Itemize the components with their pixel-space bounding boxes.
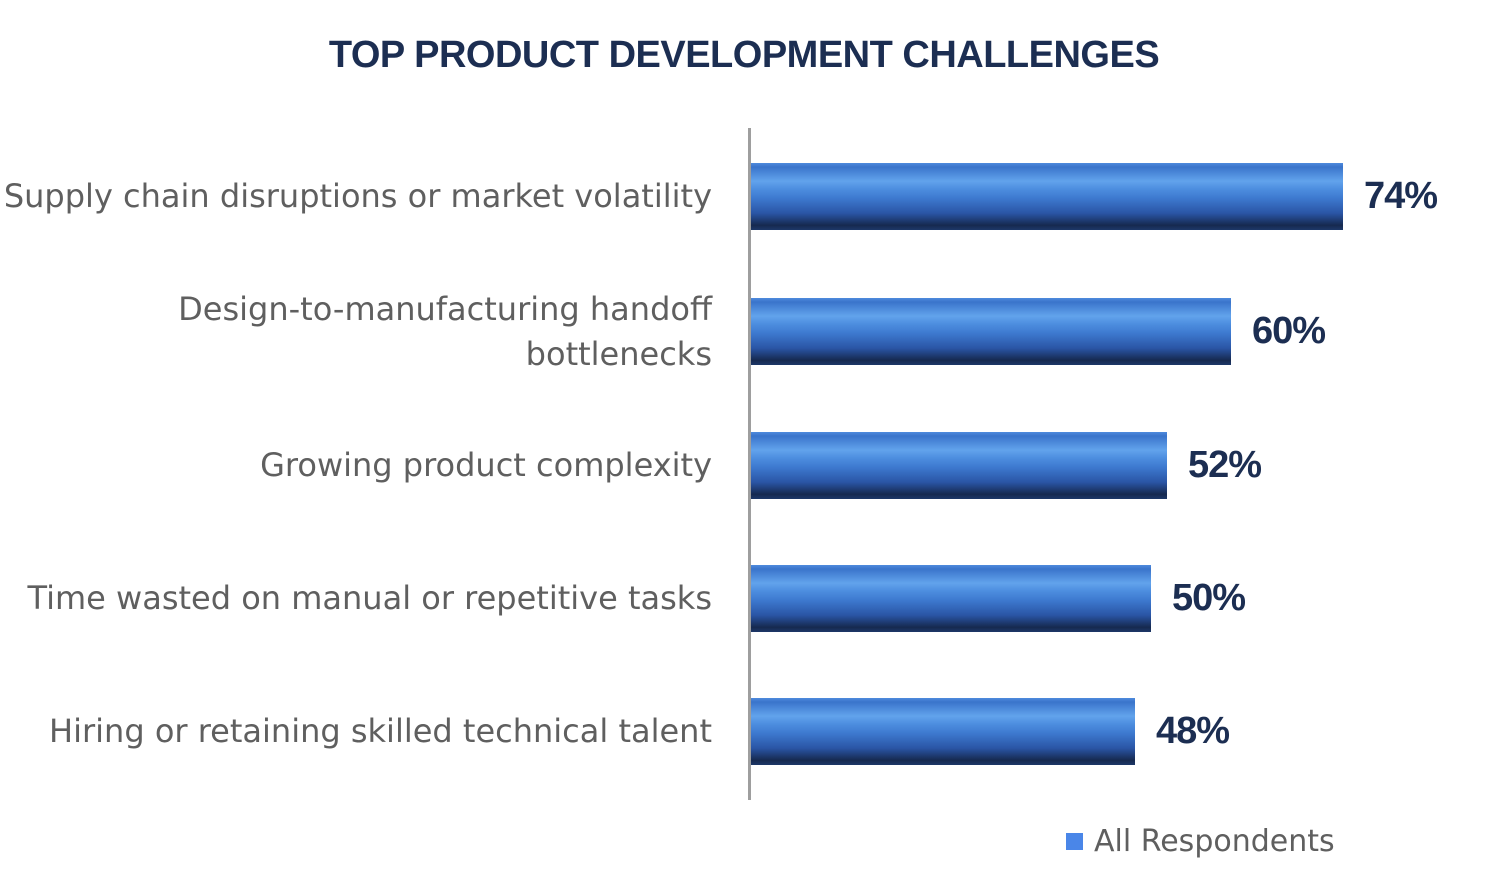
value-label: 52% (1188, 444, 1262, 486)
plot-area: Supply chain disruptions or market volat… (0, 128, 1488, 800)
value-label: 48% (1156, 710, 1230, 752)
value-label: 60% (1252, 310, 1326, 352)
value-label: 50% (1172, 577, 1246, 619)
value-label: 74% (1364, 175, 1438, 217)
chart-row: Design-to-manufacturing handoff bottlene… (0, 290, 1488, 373)
legend-swatch-icon (1066, 833, 1083, 850)
chart-row: Time wasted on manual or repetitive task… (0, 565, 1488, 632)
category-label: Design-to-manufacturing handoff bottlene… (178, 289, 712, 373)
legend-label: All Respondents (1094, 824, 1335, 859)
chart-row: Hiring or retaining skilled technical ta… (0, 698, 1488, 765)
category-label: Hiring or retaining skilled technical ta… (49, 712, 712, 750)
bar-design-handoff (751, 298, 1231, 365)
chart-row: Supply chain disruptions or market volat… (0, 163, 1488, 230)
chart-title: TOP PRODUCT DEVELOPMENT CHALLENGES (328, 34, 1160, 76)
legend: All Respondents (1066, 824, 1335, 859)
bar-technical-talent (751, 698, 1135, 765)
category-axis-line (748, 128, 751, 800)
category-label: Time wasted on manual or repetitive task… (27, 579, 712, 617)
bar-supply-chain (751, 163, 1343, 230)
chart-row: Growing product complexity 52% (0, 432, 1488, 499)
bar-product-complexity (751, 432, 1167, 499)
category-label: Growing product complexity (260, 446, 712, 484)
bar-manual-tasks (751, 565, 1151, 632)
category-label: Supply chain disruptions or market volat… (3, 177, 712, 215)
